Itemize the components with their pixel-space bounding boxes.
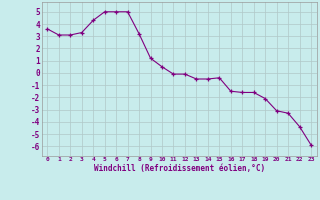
X-axis label: Windchill (Refroidissement éolien,°C): Windchill (Refroidissement éolien,°C) bbox=[94, 164, 265, 173]
